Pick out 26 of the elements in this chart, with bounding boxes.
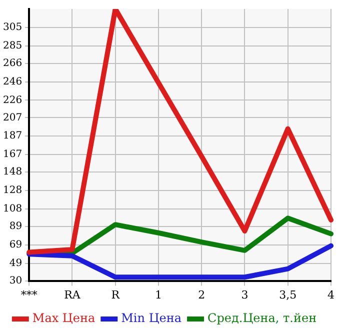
legend-label: Min Цена — [121, 311, 182, 326]
y-tick-label: 69 — [9, 239, 22, 250]
y-tick-label: 148 — [2, 166, 22, 178]
y-tick-label: 226 — [2, 94, 22, 106]
y-tick-label: 108 — [2, 204, 22, 215]
y-tick-label: 128 — [2, 185, 22, 196]
x-tick-label: RA — [64, 288, 82, 302]
x-tick-label: 3 — [241, 288, 248, 302]
y-tick-label: 285 — [2, 40, 22, 52]
x-tick-label: 2 — [198, 288, 206, 302]
x-tick-label: 4 — [328, 288, 334, 302]
y-tick-label: 49 — [9, 258, 22, 269]
legend-label: Max Цена — [32, 311, 96, 326]
y-tick-label: 266 — [2, 58, 22, 69]
y-tick-label: 207 — [2, 112, 22, 124]
y-tick-label: 167 — [2, 149, 22, 160]
x-tick-label: R — [111, 288, 120, 302]
y-tick-label: 246 — [2, 76, 22, 88]
x-tick-label: *** — [20, 288, 38, 302]
y-tick-label: 30 — [9, 275, 22, 286]
y-tick-label: 89 — [9, 221, 22, 232]
y-tick-label: 187 — [2, 130, 22, 142]
legend-label: Сред.Цена, т.йен — [208, 311, 317, 326]
y-tick-label: 305 — [2, 22, 22, 34]
x-tick-label: 1 — [154, 288, 162, 302]
x-tick-label: 3,5 — [279, 288, 297, 302]
